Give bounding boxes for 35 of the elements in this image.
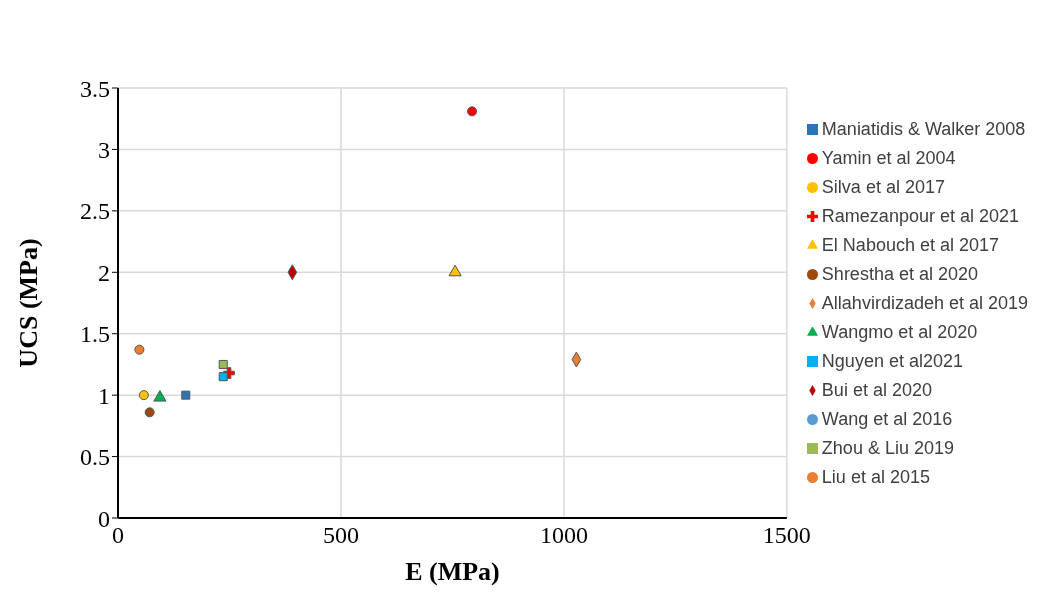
y-axis-title: UCS (MPa) <box>14 238 44 368</box>
legend-label: Shrestha et al 2020 <box>821 263 978 284</box>
legend-label: El Nabouch et al 2017 <box>821 234 999 255</box>
legend-label: Wang et al 2016 <box>821 408 953 429</box>
legend-label: Zhou & Liu 2019 <box>821 437 954 458</box>
x-tick-label: 1500 <box>762 522 811 549</box>
y-tick-label: 1.5 <box>80 321 110 348</box>
point <box>134 344 145 355</box>
point <box>138 390 149 401</box>
legend-label: Ramezanpour et al 2021 <box>821 205 1019 226</box>
legend-label: Allahvirdizadeh et al 2019 <box>821 292 1028 313</box>
legend-label: Yamin et al 2004 <box>821 147 956 168</box>
legend-label: Wangmo et al 2020 <box>821 321 978 342</box>
point <box>467 106 478 117</box>
y-tick-label: 3 <box>98 136 110 163</box>
legend-label: Maniatidis & Walker 2008 <box>821 118 1026 139</box>
point <box>448 264 462 277</box>
point <box>218 372 228 382</box>
x-tick-label: 1000 <box>539 522 588 549</box>
y-tick-label: 3.5 <box>80 75 110 102</box>
y-tick-label: 0.5 <box>80 444 110 471</box>
point <box>181 390 191 400</box>
x-tick-label: 500 <box>322 522 359 549</box>
point <box>153 390 167 402</box>
legend-label: Bui et al 2020 <box>821 379 932 400</box>
y-tick-label: 1 <box>98 382 110 409</box>
legend-label: Silva et al 2017 <box>821 176 945 197</box>
y-tick-label: 2 <box>98 259 110 286</box>
y-tick-label: 2.5 <box>80 198 110 225</box>
x-axis-title: E (MPa) <box>405 557 500 586</box>
point <box>144 407 155 418</box>
legend-label: Liu et al 2015 <box>821 466 930 487</box>
point <box>218 359 228 369</box>
y-tick-label: 0 <box>98 505 110 532</box>
legend-label: Nguyen et al2021 <box>821 350 963 371</box>
